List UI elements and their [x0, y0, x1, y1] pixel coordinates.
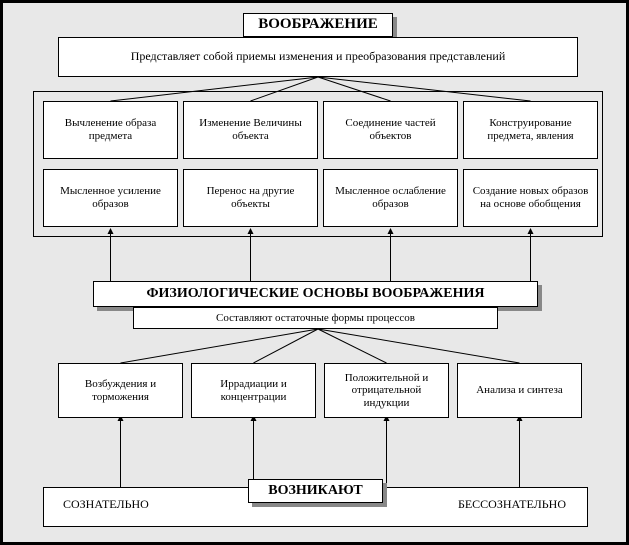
physio-cell: Иррадиации и концентрации [191, 363, 316, 418]
origin-left: СОЗНАТЕЛЬНО [63, 497, 149, 512]
imagination-row2-cell: Мысленное усиление образов [43, 169, 178, 227]
origin-right: БЕССОЗНАТЕЛЬНО [458, 497, 566, 512]
imagination-row1-cell: Изменение Величины объекта [183, 101, 318, 159]
physio-cell: Положительной и отрицательной индукции [324, 363, 449, 418]
physio-subtitle: Составляют остаточные формы процессов [133, 307, 498, 329]
imagination-row2-cell: Перенос на другие объекты [183, 169, 318, 227]
imagination-row2-cell: Мысленное ослабление образов [323, 169, 458, 227]
connector-lines [3, 3, 629, 545]
physio-cell: Возбуждения и торможения [58, 363, 183, 418]
origin-title: ВОЗНИКАЮТ [248, 479, 383, 503]
imagination-title: ВООБРАЖЕНИЕ [243, 13, 393, 37]
imagination-row2-cell: Создание новых образов на основе обобщен… [463, 169, 598, 227]
physio-cell: Анализа и синтеза [457, 363, 582, 418]
physio-title: ФИЗИОЛОГИЧЕСКИЕ ОСНОВЫ ВООБРАЖЕНИЯ [93, 281, 538, 307]
imagination-row1-cell: Конструирование предмета, явления [463, 101, 598, 159]
imagination-subtitle: Представляет собой приемы изменения и пр… [58, 37, 578, 77]
imagination-row1-cell: Соединение частей объектов [323, 101, 458, 159]
diagram-frame: ВООБРАЖЕНИЕ Представляет собой приемы из… [0, 0, 629, 545]
imagination-row1-cell: Вычленение образа предмета [43, 101, 178, 159]
